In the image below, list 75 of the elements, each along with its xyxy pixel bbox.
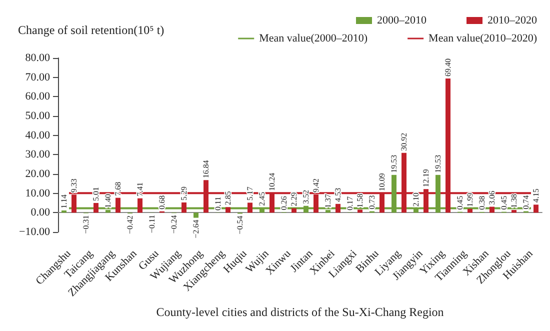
data-label: 1.58 [356, 194, 364, 208]
y-tick-label: 20.00 [25, 168, 50, 180]
data-label: 2.85 [224, 191, 232, 206]
data-label: 30.92 [400, 132, 408, 151]
data-label: 69.40 [444, 58, 452, 76]
data-label: −0.24 [170, 215, 178, 234]
data-label: 9.42 [312, 178, 320, 192]
data-label: 16.84 [202, 160, 210, 178]
bar [94, 202, 98, 213]
data-label: −0.42 [126, 215, 134, 234]
bar [468, 208, 472, 213]
data-label: 5.01 [92, 186, 100, 201]
bar [534, 204, 538, 213]
y-tick-label: 40.00 [25, 129, 50, 142]
data-label: 3.06 [488, 190, 496, 205]
data-label: 1.38 [510, 194, 518, 208]
bar [194, 212, 198, 218]
data-label: 1.14 [60, 194, 68, 208]
bar [512, 210, 516, 213]
data-label: −0.31 [82, 215, 90, 234]
data-label: 0.38 [478, 196, 486, 210]
bar [138, 198, 142, 213]
data-label: 12.19 [422, 169, 430, 188]
data-label: 19.53 [434, 154, 442, 173]
y-tick-label: 30.00 [25, 148, 50, 161]
data-label: 0.26 [280, 196, 288, 210]
data-label: 1.40 [104, 194, 112, 208]
data-label: 2.45 [258, 192, 266, 206]
y-tick-label: 0.00 [30, 206, 50, 219]
y-axis-title: Change of soil retention(10⁵ t) [18, 23, 164, 37]
data-label: 4.53 [334, 188, 342, 202]
bar [62, 210, 66, 213]
data-label: 5.17 [246, 186, 254, 201]
y-tick-label: 10.00 [25, 187, 50, 200]
data-label: 19.53 [390, 154, 398, 173]
x-axis-title: County-level cities and districts of the Su-Xi-Chang Region [156, 305, 444, 319]
data-label: 0.68 [158, 195, 166, 210]
data-label: −0.11 [148, 214, 156, 234]
data-label: 10.24 [268, 172, 276, 191]
data-label: 0.17 [346, 196, 354, 210]
y-tick-label: 50.00 [25, 110, 50, 122]
bar [182, 202, 186, 213]
y-tick-label: 70.00 [25, 71, 50, 84]
data-label: −0.54 [236, 216, 244, 234]
data-label: 0.11 [214, 196, 222, 210]
bar [248, 202, 252, 213]
data-label: 4.15 [532, 188, 540, 203]
bar [358, 210, 362, 213]
data-label: 7.68 [114, 182, 122, 196]
data-label: 0.74 [522, 195, 530, 210]
bar [490, 206, 494, 213]
legend-label: 2000–2010 [377, 14, 427, 26]
legend-label: 2010–2020 [488, 14, 538, 26]
data-label: 5.29 [180, 186, 188, 200]
legend-label: Mean value(2000–2010) [259, 32, 368, 44]
data-label: 7.41 [136, 182, 144, 196]
y-tick-label: 60.00 [25, 90, 50, 103]
bar [226, 207, 230, 213]
legend-label: Mean value(2010–2020) [428, 32, 538, 44]
data-label: 2.29 [290, 192, 298, 206]
data-label: 0.45 [500, 196, 508, 210]
data-label: 0.73 [368, 195, 376, 210]
y-tick-label: −10.00 [19, 226, 50, 238]
data-label: 2.10 [412, 192, 420, 207]
data-label: 0.45 [456, 196, 464, 210]
data-label: 1.37 [324, 194, 332, 208]
data-label: 1.99 [466, 192, 474, 207]
bar [336, 204, 340, 213]
data-label: −2.64 [192, 220, 200, 238]
bar [292, 208, 296, 213]
data-label: 10.09 [378, 173, 386, 192]
y-tick-label: 80.00 [25, 52, 50, 64]
data-label: 3.52 [302, 190, 310, 204]
bar [116, 198, 120, 213]
data-label: 9.33 [70, 178, 78, 193]
